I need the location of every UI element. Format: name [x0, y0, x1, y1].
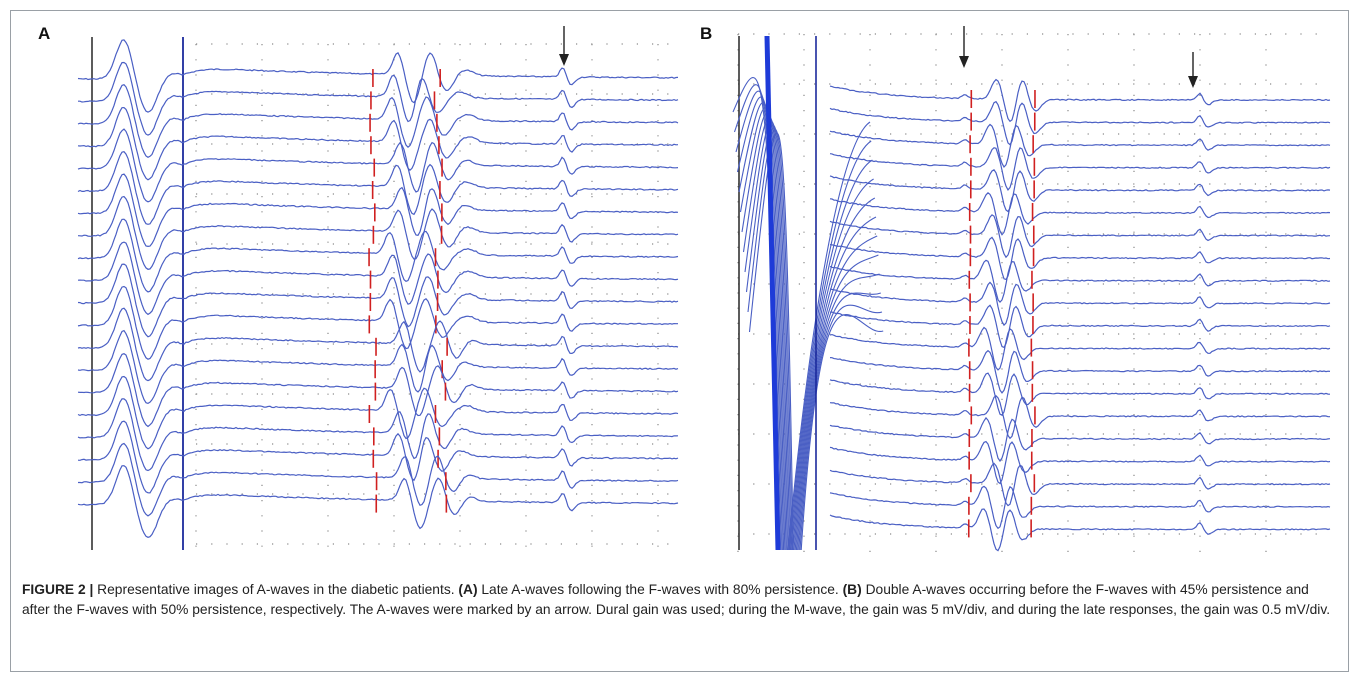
panel-a-label: A — [38, 24, 51, 43]
figure-frame — [10, 10, 1349, 672]
emg-trace — [77, 329, 679, 405]
panel-b-label: B — [700, 24, 713, 43]
m-wave-trace — [733, 84, 782, 551]
m-wave-trace — [793, 216, 877, 551]
figure-caption: FIGURE 2 | Representative images of A-wa… — [22, 580, 1337, 620]
emg-trace — [77, 353, 679, 428]
emg-trace — [829, 214, 1331, 259]
panel-b: B — [690, 22, 1340, 554]
emg-trace — [829, 485, 1331, 530]
emg-trace — [77, 465, 679, 538]
a-wave-arrow-icon — [959, 56, 969, 68]
emg-trace — [78, 442, 679, 517]
emg-trace — [77, 218, 679, 293]
emg-trace — [77, 173, 679, 248]
emg-trace — [77, 106, 679, 181]
panel-a: A — [28, 22, 690, 554]
m-wave-dense-band — [764, 35, 781, 551]
emg-trace — [829, 372, 1331, 416]
panel-a-emg-traces — [77, 26, 679, 552]
emg-trace — [77, 128, 679, 203]
m-wave-trace — [747, 128, 793, 551]
emg-trace — [829, 259, 1331, 304]
emg-trace — [829, 123, 1331, 169]
emg-trace — [77, 375, 679, 450]
m-wave-trace — [798, 292, 881, 551]
m-wave-trace — [789, 159, 873, 551]
emg-trace — [829, 236, 1331, 281]
emg-trace — [77, 263, 679, 338]
emg-trace — [77, 285, 678, 360]
m-wave-trace — [799, 304, 883, 551]
m-wave-trace — [742, 116, 789, 551]
m-wave-trace — [787, 121, 871, 551]
emg-trace — [829, 147, 1331, 191]
a-wave-arrow-icon — [559, 54, 569, 66]
m-wave-trace — [792, 197, 876, 551]
emg-trace — [829, 281, 1331, 327]
m-wave-trace — [791, 178, 874, 551]
emg-trace — [829, 304, 1331, 349]
emg-trace — [77, 307, 679, 382]
m-wave-trace — [748, 132, 794, 551]
m-wave-trace — [797, 273, 880, 551]
m-wave-trace — [788, 140, 872, 551]
m-wave-trace — [744, 120, 791, 551]
m-wave-trace — [800, 314, 884, 551]
emg-trace — [77, 151, 679, 225]
caption-text-1: Representative images of A-waves in the … — [93, 582, 459, 597]
emg-trace — [829, 168, 1331, 213]
caption-b-label: (B) — [842, 582, 862, 597]
emg-trace — [829, 394, 1330, 440]
m-wave-trace — [795, 254, 879, 551]
caption-a-label: (A) — [458, 582, 478, 597]
emg-trace — [829, 416, 1331, 463]
caption-text-3: Double A-waves occurring before the F-wa… — [22, 582, 1331, 617]
emg-trace — [77, 398, 679, 472]
m-wave-trace — [735, 90, 783, 551]
panel-b-emg-traces — [732, 26, 1331, 552]
m-wave-trace — [794, 235, 878, 551]
a-wave-arrow-icon — [1188, 76, 1198, 88]
emg-trace — [829, 440, 1331, 485]
emg-trace — [78, 61, 679, 136]
caption-head: FIGURE 2 | — [22, 582, 94, 597]
emg-trace — [829, 326, 1331, 371]
emg-trace — [77, 420, 679, 494]
emg-trace — [829, 78, 1331, 123]
emg-trace — [829, 191, 1331, 236]
emg-trace — [829, 462, 1331, 507]
caption-text-2: Late A-waves following the F-waves with … — [477, 582, 843, 597]
emg-trace — [829, 508, 1331, 552]
emg-trace — [829, 349, 1331, 394]
emg-trace — [77, 241, 679, 316]
emg-trace — [77, 195, 679, 270]
emg-trace — [829, 100, 1331, 146]
emg-trace — [77, 39, 679, 113]
emg-trace — [77, 84, 679, 158]
